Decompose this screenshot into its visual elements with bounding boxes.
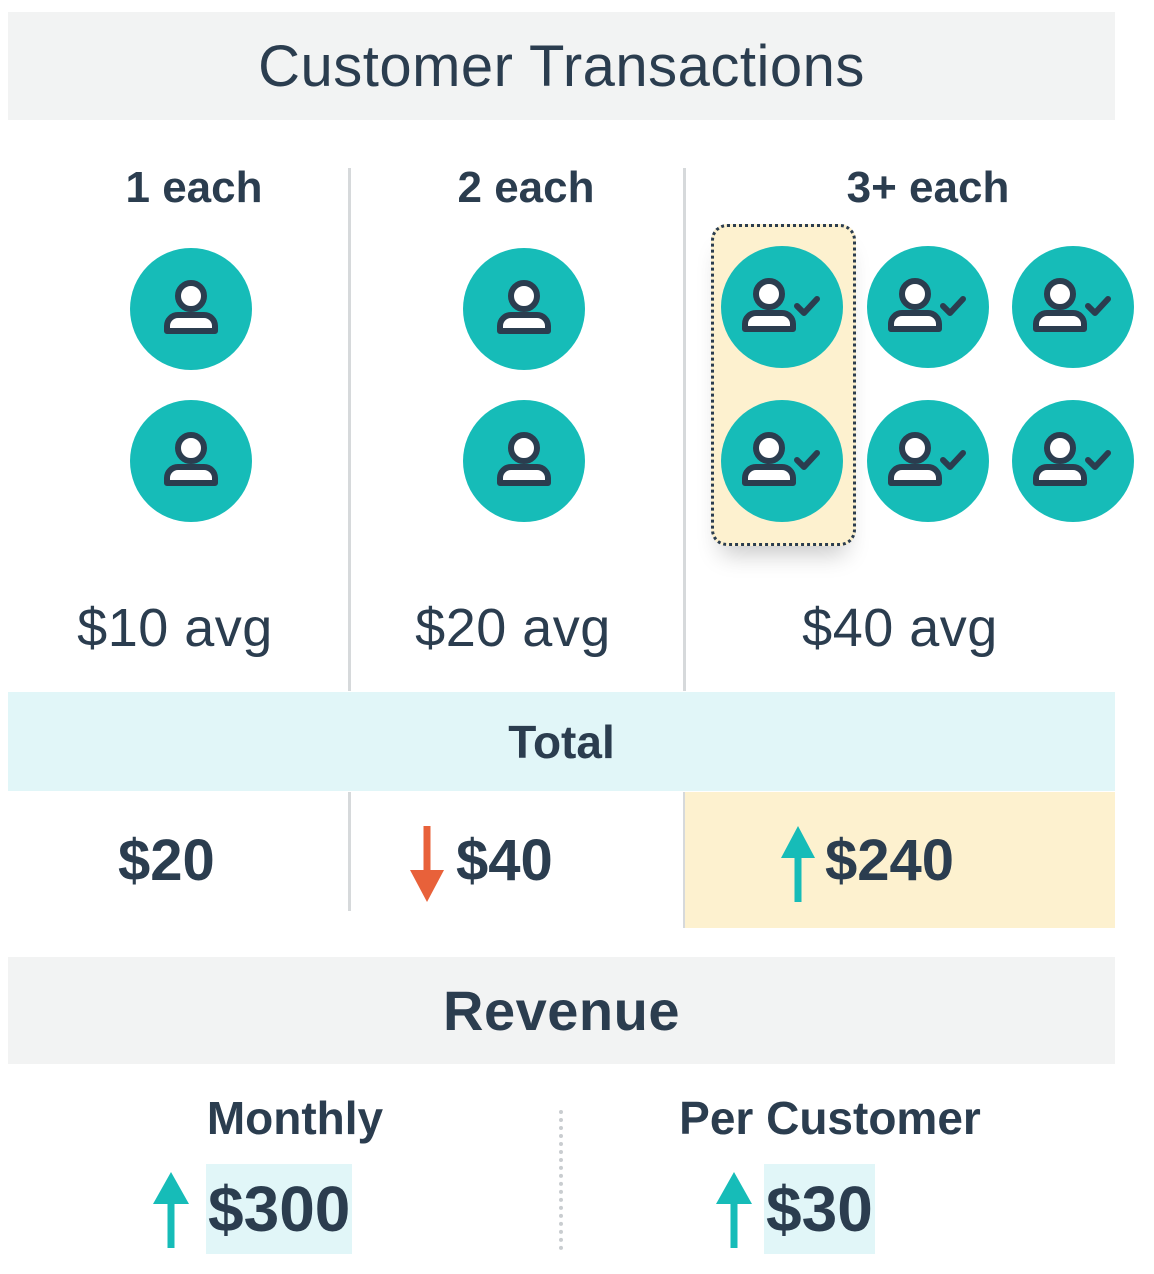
- column-divider: [348, 168, 351, 691]
- user-check-icon: [721, 400, 843, 522]
- up-arrow-icon: [153, 1172, 189, 1248]
- column-divider: [683, 168, 686, 691]
- revenue-monthly-value: $300: [206, 1164, 353, 1254]
- column-header-3plus-each: 3+ each: [846, 163, 1010, 212]
- column-divider: [348, 792, 351, 911]
- total-value-3plus-each: $240: [825, 827, 955, 893]
- user-icon: [130, 248, 252, 370]
- user-icon: [463, 248, 585, 370]
- revenue-monthly-label: Monthly: [206, 1092, 384, 1144]
- revenue-per-customer-value: $30: [764, 1164, 875, 1254]
- user-check-icon: [867, 400, 989, 522]
- user-check-icon: [1012, 400, 1134, 522]
- up-arrow-icon: [716, 1172, 752, 1248]
- column-divider: [683, 792, 686, 928]
- revenue-per-customer-label: Per Customer: [679, 1092, 981, 1144]
- user-check-icon: [721, 246, 843, 368]
- user-check-icon: [867, 246, 989, 368]
- page-title: Customer Transactions: [258, 33, 865, 99]
- avg-value-1-each: $10 avg: [77, 598, 273, 658]
- revenue-divider: [559, 1110, 563, 1250]
- title-band: Customer Transactions: [8, 12, 1115, 120]
- user-icon: [130, 400, 252, 522]
- user-check-icon: [1012, 246, 1134, 368]
- column-header-2-each: 2 each: [457, 163, 595, 212]
- total-cell-highlight: [685, 792, 1115, 928]
- up-arrow-icon: [781, 826, 815, 902]
- avg-value-3plus-each: $40 avg: [802, 598, 998, 658]
- total-value-2-each: $40: [456, 827, 553, 893]
- total-band: Total: [8, 692, 1115, 791]
- total-value-1-each: $20: [118, 827, 215, 893]
- down-arrow-icon: [410, 826, 444, 902]
- revenue-band: Revenue: [8, 957, 1115, 1064]
- revenue-title: Revenue: [443, 979, 680, 1042]
- avg-value-2-each: $20 avg: [415, 598, 611, 658]
- total-label: Total: [508, 715, 615, 768]
- column-header-1-each: 1 each: [125, 163, 263, 212]
- user-icon: [463, 400, 585, 522]
